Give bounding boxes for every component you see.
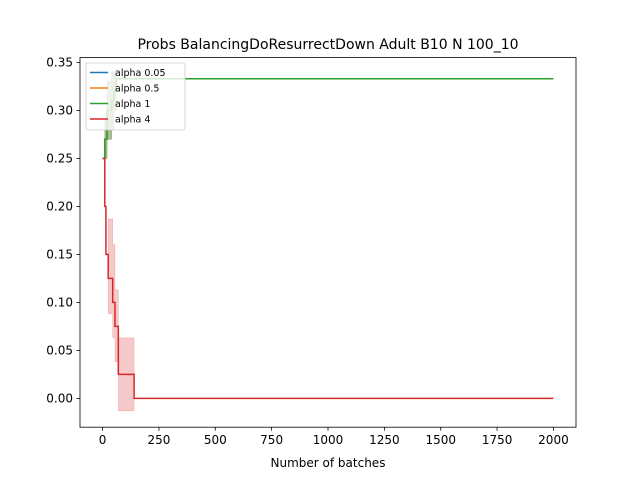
x-tick-label: 1750 (482, 433, 513, 447)
y-tick-label: 0.10 (46, 296, 73, 310)
legend-label-alpha-1: alpha 1 (115, 99, 150, 110)
x-tick-label: 0 (99, 433, 107, 447)
y-tick-label: 0.05 (46, 344, 73, 358)
series-band-alpha-4 (102, 158, 554, 412)
x-axis-label: Number of batches (271, 456, 386, 470)
y-axis: 0.00 0.05 0.10 0.15 0.20 0.25 0.30 0.35 (46, 56, 80, 406)
x-tick-label: 1000 (313, 433, 344, 447)
x-tick-label: 250 (147, 433, 170, 447)
x-tick-label: 1500 (425, 433, 456, 447)
y-tick-label: 0.30 (46, 104, 73, 118)
legend-label-alpha-4: alpha 4 (115, 115, 150, 126)
legend-label-alpha-0-05: alpha 0.05 (115, 68, 166, 79)
y-tick-label: 0.35 (46, 56, 73, 70)
x-tick-label: 750 (260, 433, 283, 447)
x-axis: 0 250 500 750 1000 1250 1500 1750 2000 (99, 427, 569, 447)
y-tick-label: 0.15 (46, 248, 73, 262)
legend-box (85, 62, 186, 131)
x-tick-label: 1250 (369, 433, 400, 447)
y-tick-label: 0.25 (46, 152, 73, 166)
legend: alpha 0.05 alpha 0.5 alpha 1 alpha 4 (85, 62, 186, 131)
series-line-alpha-4 (102, 157, 554, 400)
x-tick-label: 500 (204, 433, 227, 447)
x-tick-label: 2000 (538, 433, 569, 447)
chart-title: Probs BalancingDoResurrectDown Adult B10… (137, 37, 518, 53)
y-tick-label: 0.00 (46, 392, 73, 406)
legend-label-alpha-0-5: alpha 0.5 (115, 84, 159, 95)
y-tick-label: 0.20 (46, 200, 73, 214)
